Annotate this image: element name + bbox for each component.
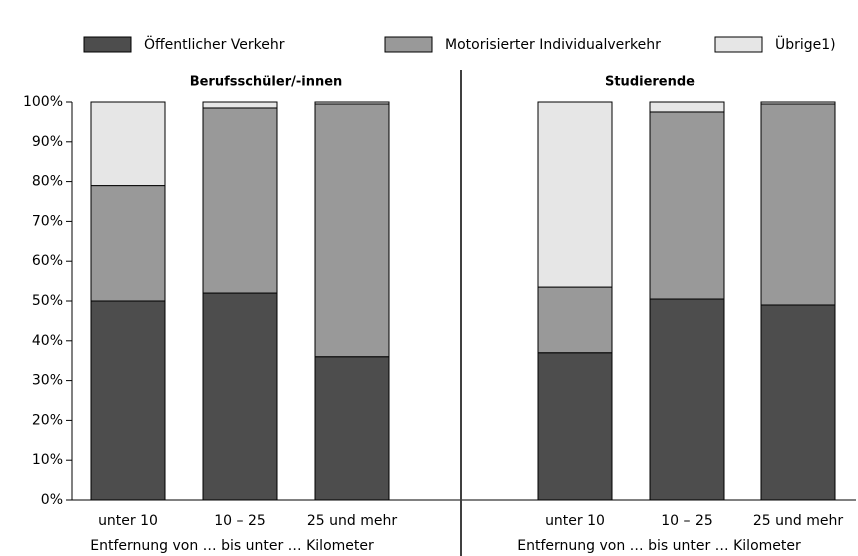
bar-segment bbox=[649, 298, 725, 501]
y-tick-label: 100% bbox=[23, 94, 63, 110]
legend-swatch bbox=[83, 36, 132, 53]
bar-segment bbox=[760, 101, 836, 105]
bar-segment bbox=[537, 101, 613, 288]
x-tick-label: 10 – 25 bbox=[214, 513, 266, 529]
y-tick-label: 80% bbox=[32, 174, 63, 190]
x-tick-label: unter 10 bbox=[98, 513, 158, 529]
bar-segment bbox=[537, 286, 613, 354]
y-tick-label: 30% bbox=[32, 373, 63, 389]
legend-label: Übrige1) bbox=[775, 35, 836, 53]
bar-segment bbox=[314, 101, 390, 105]
bar-segment bbox=[649, 111, 725, 300]
x-axis-label: Entfernung von … bis unter … Kilometer bbox=[517, 538, 801, 554]
legend-label: Motorisierter Individualverkehr bbox=[445, 37, 661, 53]
y-tick-label: 20% bbox=[32, 412, 63, 428]
y-tick-label: 40% bbox=[32, 333, 63, 349]
y-tick-label: 0% bbox=[41, 492, 63, 508]
y-tick-label: 60% bbox=[32, 253, 63, 269]
bar-segment bbox=[314, 103, 390, 358]
legend-swatch bbox=[714, 36, 763, 53]
bar-segment bbox=[90, 300, 166, 501]
panel-title: Berufsschüler/-innen bbox=[190, 75, 343, 90]
y-tick-label: 70% bbox=[32, 213, 63, 229]
x-tick-label: 25 und mehr bbox=[307, 513, 397, 529]
bar-segment bbox=[537, 352, 613, 501]
y-tick-label: 50% bbox=[32, 293, 63, 309]
x-tick-label: 25 und mehr bbox=[753, 513, 843, 529]
y-tick-label: 10% bbox=[32, 452, 63, 468]
bar-segment bbox=[90, 101, 166, 187]
legend-label: Öffentlicher Verkehr bbox=[144, 35, 285, 53]
bar-segment bbox=[760, 304, 836, 501]
bar-segment bbox=[760, 103, 836, 306]
x-axis-label: Entfernung von … bis unter … Kilometer bbox=[90, 538, 374, 554]
legend-swatch bbox=[384, 36, 433, 53]
bar-segment bbox=[314, 356, 390, 501]
x-tick-label: unter 10 bbox=[545, 513, 605, 529]
bar-segment bbox=[90, 185, 166, 302]
x-tick-label: 10 – 25 bbox=[661, 513, 713, 529]
bar-segment bbox=[649, 101, 725, 113]
panel-title: Studierende bbox=[605, 75, 695, 90]
bar-segment bbox=[202, 101, 278, 109]
bar-segment bbox=[202, 107, 278, 294]
bar-segment bbox=[202, 292, 278, 501]
y-tick-label: 90% bbox=[32, 134, 63, 150]
